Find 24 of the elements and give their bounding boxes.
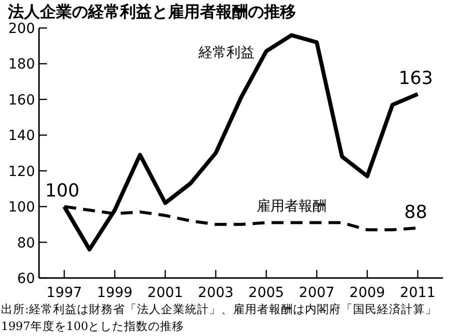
x-tick-label: 2007	[298, 285, 335, 301]
y-tick-label: 160	[8, 92, 35, 108]
text: 1997年度を100とした指数の推移	[1, 319, 184, 333]
chart-title: 法人企業の経常利益と雇用者報酬の推移	[7, 2, 296, 21]
x-tick-label: 2011	[400, 285, 436, 301]
y-tick-label: 80	[17, 235, 35, 252]
data-label: 100	[45, 180, 80, 202]
data-label: 163	[398, 68, 433, 90]
x-tick-label: 2003	[198, 285, 234, 301]
y-tick-label: 60	[17, 271, 35, 287]
y-tick-label: 200	[8, 21, 35, 37]
series-label: 経常利益	[197, 45, 254, 62]
y-tick-label: 180	[8, 56, 35, 73]
x-tick-label: 2009	[349, 285, 386, 301]
y-tick-label: 100	[8, 200, 35, 216]
text: 出所:経常利益は財務省「法人企業統計」、雇用者報酬は内閣府「国民経済計算」	[1, 302, 437, 316]
x-tick-label: 2005	[248, 285, 284, 301]
series-label: 雇用者報酬	[256, 198, 326, 215]
x-tick-label: 2001	[147, 285, 184, 301]
data-label: 88	[404, 202, 428, 223]
x-tick-label: 1999	[96, 285, 133, 301]
y-tick-label: 120	[8, 164, 35, 180]
x-tick-label: 1997	[46, 285, 82, 301]
y-tick-label: 140	[8, 128, 35, 144]
